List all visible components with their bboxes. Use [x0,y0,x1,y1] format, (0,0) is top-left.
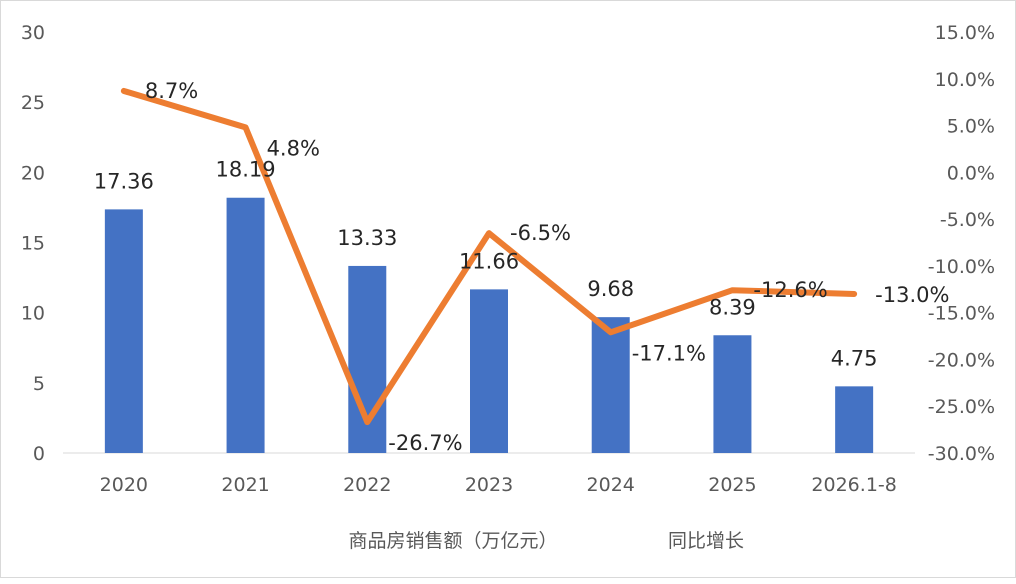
right-tick-label: 0.0% [947,162,995,184]
right-axis-ticks: -30.0% -25.0% -20.0% -15.0% -10.0% -5.0% 0.0% 5… [928,22,995,465]
bar-value-label: 4.75 [831,346,878,370]
left-tick-label: 5 [33,373,45,395]
bar-data-labels: 17.36 18.19 13.33 11.66 9.68 8.39 4.75 [94,158,878,371]
x-tick-label: 2020 [100,474,148,496]
x-tick-label: 2025 [708,474,756,496]
bar [835,386,874,453]
line-value-label: -26.7% [388,431,462,455]
right-tick-label: 15.0% [935,22,995,44]
bar-value-label: 13.33 [337,226,397,250]
bar [104,209,143,453]
x-tick-label: 2026.1-8 [811,474,896,496]
right-tick-label: -30.0% [928,443,995,465]
line-data-labels: 8.7% 4.8% -26.7% -6.5% -17.1% -12.6% -13.0% [145,79,950,455]
x-tick-label: 2023 [465,474,513,496]
x-tick-label: 2021 [221,474,269,496]
right-tick-label: 10.0% [935,69,995,91]
line-value-label: -6.5% [510,221,571,245]
right-tick-label: -10.0% [928,256,995,278]
line-point [488,232,490,234]
bar-value-label: 17.36 [94,169,154,193]
left-tick-label: 20 [21,162,45,184]
left-axis-ticks: 0 5 10 15 20 25 30 [21,22,45,465]
bar-value-label: 18.19 [216,158,276,182]
bar-value-label: 8.39 [709,295,756,319]
line-point [610,331,612,333]
legend-entry-growth: 同比增长 [668,530,744,552]
line-point [731,289,733,291]
bar [591,317,630,453]
right-tick-label: -5.0% [940,209,995,231]
left-tick-label: 25 [21,92,45,114]
line-point [366,421,368,423]
line-value-label: 4.8% [267,136,320,160]
right-tick-label: -15.0% [928,303,995,325]
right-tick-label: 5.0% [947,116,995,138]
x-axis-ticks: 2020 2021 2022 2023 2024 2025 2026.1-8 [100,474,897,496]
line-series [120,87,858,426]
bar [226,197,265,453]
legend: 商品房销售额（万亿元） 同比增长 [348,530,744,552]
bar-value-label: 11.66 [459,249,519,273]
line-point [245,126,247,128]
bar [470,289,508,453]
left-tick-label: 0 [33,443,45,465]
x-tick-label: 2024 [587,474,635,496]
left-tick-label: 10 [21,303,45,325]
left-tick-label: 30 [21,22,45,44]
x-tick-label: 2022 [343,474,391,496]
left-tick-label: 15 [21,233,45,255]
right-tick-label: -20.0% [928,349,995,371]
legend-entry-sales: 商品房销售额（万亿元） [348,530,557,552]
bar [713,335,752,453]
line-value-label: 8.7% [145,79,198,103]
line-point [853,293,855,295]
line-value-label: -12.6% [753,278,827,302]
right-tick-label: -25.0% [928,396,995,418]
bar-series [104,197,874,453]
line-value-label: -17.1% [632,341,706,365]
bar-value-label: 9.68 [587,277,634,301]
line-point [123,90,125,92]
line-value-label: -13.0% [875,283,949,307]
